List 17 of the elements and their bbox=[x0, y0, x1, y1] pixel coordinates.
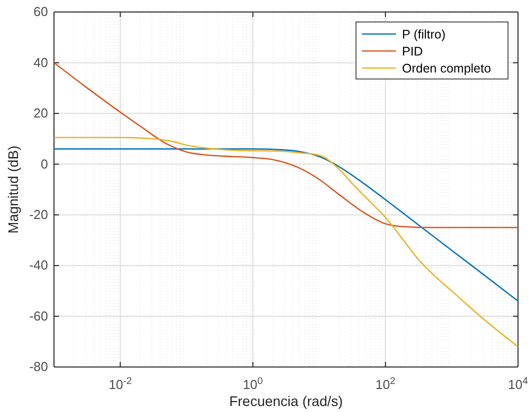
x-tick-label: 10$^{4}$ bbox=[508, 376, 529, 392]
y-tick-label: 60 bbox=[34, 4, 48, 20]
x-axis-title: Frecuencia (rad/s) bbox=[229, 393, 343, 409]
y-tick-label: 40 bbox=[34, 54, 48, 70]
x-tick-label: 10$^{0}$ bbox=[242, 376, 264, 392]
x-tick-label: 10$^{-2}$ bbox=[108, 376, 132, 392]
legend-label: P (filtro) bbox=[402, 28, 446, 42]
y-tick-label: 20 bbox=[34, 106, 48, 121]
y-tick-label: -40 bbox=[29, 258, 48, 273]
y-tick-label: -60 bbox=[29, 308, 48, 324]
y-tick-label: 0 bbox=[40, 156, 48, 172]
legend-label: PID bbox=[402, 44, 423, 58]
y-axis-title: Magnitud (dB) bbox=[5, 146, 21, 234]
x-tick-label: 10$^{2}$ bbox=[375, 376, 396, 392]
y-tick-label: -80 bbox=[29, 359, 48, 374]
legend-label: Orden completo bbox=[402, 62, 491, 76]
y-tick-label: -20 bbox=[29, 207, 48, 222]
